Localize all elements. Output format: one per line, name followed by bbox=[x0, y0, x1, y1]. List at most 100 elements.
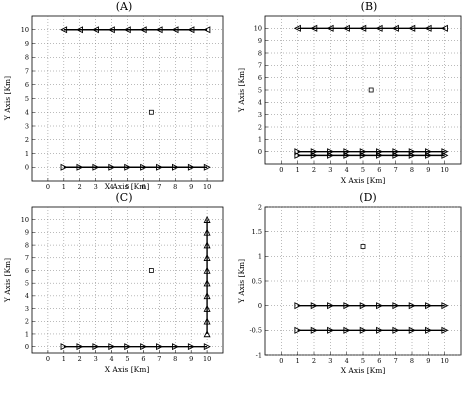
chart-title: (B) bbox=[361, 0, 378, 13]
triangle-right-marker bbox=[76, 163, 84, 171]
triangle-right-marker bbox=[140, 343, 148, 351]
x-tick-label: 5 bbox=[125, 355, 129, 363]
triangle-right-marker bbox=[140, 163, 148, 171]
triangle-up-marker bbox=[203, 279, 211, 287]
triangle-right-marker bbox=[124, 163, 132, 171]
y-tick-label: 9 bbox=[25, 40, 29, 48]
x-tick-label: 0 bbox=[46, 183, 50, 191]
data-marks bbox=[60, 26, 211, 171]
triangle-right-marker bbox=[327, 326, 335, 334]
target-square-marker bbox=[148, 109, 154, 115]
y-axis-label: Y Axis [Km] bbox=[3, 258, 12, 303]
plot-frame bbox=[264, 206, 462, 356]
x-tick-label: 6 bbox=[377, 166, 381, 174]
data-marks bbox=[293, 24, 449, 159]
triangle-left-marker bbox=[408, 24, 416, 32]
grid-lines bbox=[32, 16, 223, 181]
triangle-right-marker bbox=[425, 302, 433, 310]
triangle-up-marker bbox=[203, 330, 211, 338]
triangle-right-marker bbox=[359, 148, 367, 156]
y-tick-label: 0 bbox=[258, 302, 262, 310]
x-tick-label: 7 bbox=[394, 357, 398, 365]
triangle-right-marker bbox=[187, 163, 195, 171]
x-tick-label: 6 bbox=[377, 357, 381, 365]
x-tick-label: 6 bbox=[141, 183, 145, 191]
triangle-right-marker bbox=[327, 302, 335, 310]
target-square-marker bbox=[148, 268, 154, 273]
triangle-right-marker bbox=[343, 302, 351, 310]
triangle-right-marker bbox=[203, 343, 211, 351]
triangle-right-marker bbox=[392, 326, 400, 334]
y-tick-label: 1 bbox=[258, 136, 262, 144]
x-tick-label: 1 bbox=[62, 355, 66, 363]
x-tick-label: 10 bbox=[441, 166, 449, 174]
y-tick-label: 8 bbox=[25, 54, 29, 62]
y-tick-label: 3 bbox=[258, 111, 262, 119]
triangle-right-marker bbox=[310, 302, 318, 310]
data-marks bbox=[294, 244, 449, 334]
y-tick-label: 4 bbox=[25, 109, 29, 117]
triangle-up-marker bbox=[203, 228, 211, 236]
x-tick-label: 3 bbox=[328, 357, 332, 365]
y-tick-label: 2 bbox=[25, 318, 29, 326]
triangle-left-marker bbox=[310, 24, 318, 32]
y-tick-label: 4 bbox=[25, 292, 29, 300]
triangle-right-marker bbox=[376, 326, 384, 334]
x-tick-label: 10 bbox=[203, 183, 211, 191]
chart-panel-a: (A) 0 1 2 3 4 5 6 7 8 9 10 0 1 2 3 4 5 6 7 8 9 10 X Axis [Km]… bbox=[3, 0, 224, 191]
triangle-right-marker bbox=[310, 151, 318, 159]
triangle-right-marker bbox=[441, 151, 449, 159]
triangle-right-marker bbox=[408, 326, 416, 334]
triangle-right-marker bbox=[92, 163, 100, 171]
triangle-right-marker bbox=[124, 343, 132, 351]
triangle-left-marker bbox=[187, 26, 195, 34]
x-tick-label: 1 bbox=[62, 183, 66, 191]
x-tick-label: 2 bbox=[78, 355, 82, 363]
y-tick-label: 6 bbox=[25, 267, 29, 275]
triangle-up-marker bbox=[203, 292, 211, 300]
triangle-right-marker bbox=[203, 163, 211, 171]
x-tick-label: 8 bbox=[410, 357, 414, 365]
y-tick-label: 1.5 bbox=[252, 228, 262, 236]
y-tick-label: 5 bbox=[25, 95, 29, 103]
x-tick-label: 2 bbox=[312, 357, 316, 365]
chart-panel-d: (D) 0 1 2 3 4 5 6 7 8 9 10 -1 -0.5 0 0.5 1 1.5 2 X Axis [… bbox=[237, 191, 462, 375]
triangle-right-marker bbox=[359, 302, 367, 310]
x-axis-label: X Axis [Km] bbox=[105, 182, 150, 191]
y-tick-label: 0 bbox=[258, 148, 262, 156]
triangle-right-marker bbox=[172, 163, 180, 171]
triangle-right-marker bbox=[359, 151, 367, 159]
x-axis-label: X Axis [Km] bbox=[341, 366, 386, 375]
plot-frame bbox=[264, 15, 462, 165]
x-tick-label: 9 bbox=[189, 355, 193, 363]
x-tick-label: 3 bbox=[94, 355, 98, 363]
y-axis-label: Y Axis [Km] bbox=[237, 68, 246, 113]
y-tick-label: 8 bbox=[258, 49, 262, 57]
x-tick-label: 8 bbox=[173, 355, 177, 363]
triangle-up-marker bbox=[203, 241, 211, 249]
triangle-right-marker bbox=[92, 343, 100, 351]
y-tick-label: 7 bbox=[25, 254, 29, 262]
y-tick-label: 8 bbox=[25, 241, 29, 249]
triangle-right-marker bbox=[108, 343, 116, 351]
x-tick-label: 7 bbox=[157, 355, 161, 363]
x-tick-label: 9 bbox=[426, 357, 430, 365]
triangle-right-marker bbox=[294, 302, 302, 310]
triangle-left-marker bbox=[139, 26, 147, 34]
triangle-up-marker bbox=[203, 317, 211, 325]
x-tick-label: 2 bbox=[78, 183, 82, 191]
x-tick-label: 3 bbox=[328, 166, 332, 174]
y-tick-label: 6 bbox=[25, 81, 29, 89]
triangle-left-marker bbox=[375, 24, 383, 32]
triangle-right-marker bbox=[359, 326, 367, 334]
x-tick-label: 3 bbox=[94, 183, 98, 191]
triangle-right-marker bbox=[392, 302, 400, 310]
triangle-right-marker bbox=[76, 343, 84, 351]
triangle-left-marker bbox=[326, 24, 334, 32]
triangle-right-marker bbox=[441, 302, 449, 310]
triangle-left-marker bbox=[107, 26, 115, 34]
triangle-right-marker bbox=[108, 163, 116, 171]
triangle-right-marker bbox=[310, 148, 318, 156]
x-tick-label: 0 bbox=[279, 357, 283, 365]
triangle-right-marker bbox=[425, 151, 433, 159]
